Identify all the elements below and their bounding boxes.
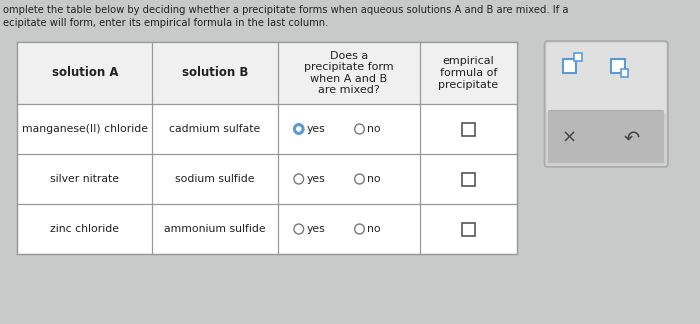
Text: sodium sulfide: sodium sulfide xyxy=(175,174,255,184)
Text: yes: yes xyxy=(307,224,326,234)
Text: manganese(II) chloride: manganese(II) chloride xyxy=(22,124,148,134)
Text: yes: yes xyxy=(307,174,326,184)
Text: zinc chloride: zinc chloride xyxy=(50,224,119,234)
Text: Does a
precipitate form
when A and B
are mixed?: Does a precipitate form when A and B are… xyxy=(304,51,393,95)
Circle shape xyxy=(355,124,364,134)
Bar xyxy=(462,172,475,186)
Text: empirical
formula of
precipitate: empirical formula of precipitate xyxy=(438,56,498,90)
Circle shape xyxy=(297,127,301,131)
Text: cadmium sulfate: cadmium sulfate xyxy=(169,124,260,134)
Text: no: no xyxy=(368,124,381,134)
Circle shape xyxy=(294,224,304,234)
Text: solution B: solution B xyxy=(182,66,248,79)
Bar xyxy=(462,223,475,236)
FancyBboxPatch shape xyxy=(547,43,666,113)
Bar xyxy=(621,69,629,77)
Circle shape xyxy=(355,174,364,184)
Bar xyxy=(575,53,582,61)
Text: solution A: solution A xyxy=(52,66,118,79)
Bar xyxy=(611,59,624,73)
Text: ↶: ↶ xyxy=(624,129,640,147)
Text: silver nitrate: silver nitrate xyxy=(50,174,119,184)
Text: no: no xyxy=(368,174,381,184)
Text: omplete the table below by deciding whether a precipitate forms when aqueous sol: omplete the table below by deciding whet… xyxy=(3,5,568,15)
Circle shape xyxy=(294,174,304,184)
Circle shape xyxy=(294,124,304,134)
Bar xyxy=(563,59,576,73)
Text: no: no xyxy=(368,224,381,234)
Bar xyxy=(462,122,475,135)
Bar xyxy=(18,42,517,104)
Bar xyxy=(18,42,517,254)
FancyBboxPatch shape xyxy=(545,41,668,167)
Text: ecipitate will form, enter its empirical formula in the last column.: ecipitate will form, enter its empirical… xyxy=(3,18,328,28)
Text: ×: × xyxy=(561,129,576,147)
Circle shape xyxy=(355,224,364,234)
Bar xyxy=(548,110,664,163)
Text: yes: yes xyxy=(307,124,326,134)
Text: ammonium sulfide: ammonium sulfide xyxy=(164,224,266,234)
